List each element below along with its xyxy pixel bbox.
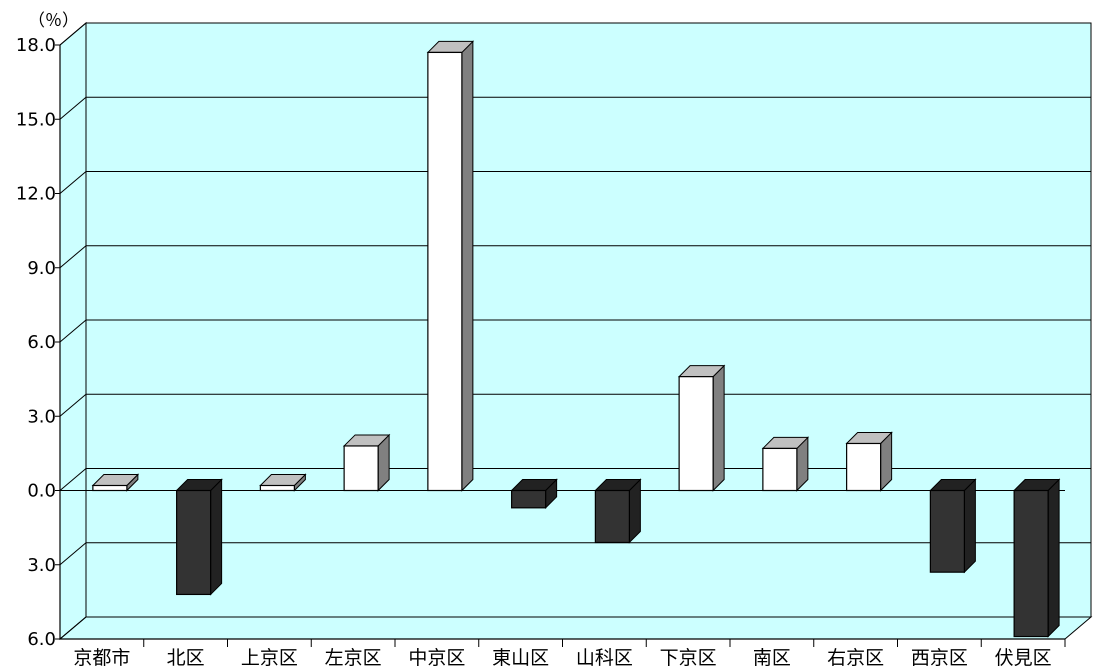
y-tick-label: 12.0 [16,184,56,205]
bar [1012,478,1061,638]
bar [845,431,893,492]
category-label: 山科区 [576,647,633,669]
bar-front [427,51,463,492]
gridline-side [59,393,87,417]
bar-front [594,489,630,544]
y-unit-label: （％） [28,11,79,31]
bar [175,478,223,596]
category-label: 西京区 [911,647,968,669]
bar [677,364,726,492]
bar [510,478,558,510]
y-tick-label: 15.0 [16,109,56,130]
bar [342,433,391,492]
category-label: 東山区 [492,647,549,669]
category-label: 右京区 [827,647,884,669]
category-label: 下京区 [660,647,717,669]
y-tick-label: 3.0 [27,406,56,427]
bar-front [678,376,714,492]
y-tick-label: 6.0 [27,629,56,650]
category-label: 南区 [753,647,791,669]
bar-front [929,489,965,573]
bars [91,40,1061,638]
gridline-side [59,468,87,491]
category-label: 左京区 [325,647,382,669]
category-label: 京都市 [73,647,130,669]
y-tick-label: 18.0 [16,35,56,56]
bar-side [712,364,725,492]
y-tick-label: 9.0 [27,258,56,279]
bar-front [176,489,212,596]
labels: （％） 18.0 15.0 12.0 9.0 6.0 3.0 0.0 3.0 6.0 京都市 北区 上… [16,11,1052,669]
category-label: 中京区 [408,647,465,669]
gridline-side [59,22,87,46]
category-label: 北区 [167,647,205,669]
bar [594,478,642,544]
bar-front [1013,489,1049,638]
bar-front [762,447,798,492]
bar-front [343,445,379,492]
bar-side [210,478,223,596]
bar [259,473,307,492]
bar-side [1047,478,1060,638]
gridline-side [59,319,87,343]
bar-front [92,484,128,492]
gridline-side [59,616,87,640]
gridline-side [59,96,87,120]
bar-front [511,489,547,509]
category-label: 上京区 [241,647,298,669]
bar [426,40,475,492]
gridlines [59,22,1091,640]
y-tick-label: 3.0 [27,555,56,576]
bar [761,436,810,492]
gridline-side [59,542,87,566]
category-label: 伏見区 [995,647,1052,669]
y-tick-label: 6.0 [27,332,56,353]
bar [929,478,977,574]
y-tick-label: 0.0 [27,481,56,502]
axes [55,44,1066,647]
gridline-side [59,245,87,269]
bar-side [461,40,474,492]
floor [58,616,1093,640]
bar-front [846,442,882,492]
bar-front [259,484,295,492]
bar-side [963,478,976,574]
gridline-side [59,171,87,194]
bar [91,473,140,492]
